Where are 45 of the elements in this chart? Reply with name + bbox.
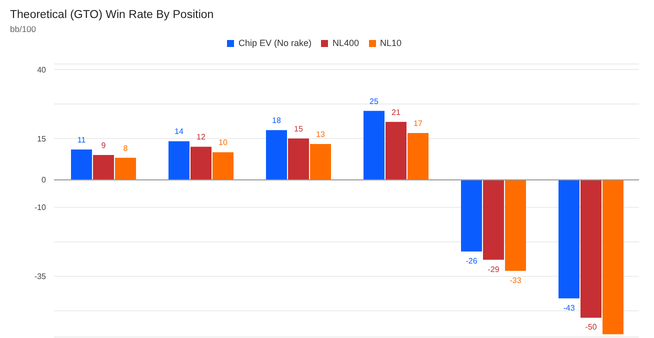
bar: [93, 155, 114, 180]
bar: [364, 110, 384, 180]
data-label: 21: [392, 108, 401, 117]
bar: [408, 132, 428, 180]
bar: [602, 180, 624, 334]
y-tick-label: -10: [34, 203, 47, 212]
y-tick-label: 15: [37, 134, 47, 144]
data-label: 15: [294, 124, 304, 134]
bar: [71, 149, 92, 180]
data-label: 25: [370, 96, 379, 106]
data-label: 14: [174, 127, 184, 136]
legend-label: NL10: [380, 38, 402, 48]
data-label: -43: [563, 303, 576, 312]
bar: [266, 130, 287, 180]
legend-label: Chip EV (No rake): [238, 38, 312, 48]
bar: [505, 180, 526, 271]
bar: [558, 180, 580, 298]
data-label: 17: [414, 118, 423, 128]
legend-label: NL400: [332, 38, 360, 48]
data-label: 10: [218, 138, 228, 148]
bar: [310, 144, 331, 180]
data-label: 12: [196, 132, 206, 142]
bar: [168, 141, 190, 180]
bar: [483, 180, 504, 260]
bar: [212, 152, 234, 180]
y-tick-label: 0: [42, 176, 47, 185]
data-label: 9: [101, 141, 106, 150]
data-label: -50: [585, 322, 598, 332]
bar: [386, 122, 406, 180]
bar: [288, 138, 309, 180]
data-label: -29: [488, 264, 500, 274]
bar: [580, 180, 602, 318]
data-label: -26: [466, 256, 478, 266]
data-label: -33: [510, 276, 522, 285]
bar: [115, 158, 136, 180]
chart-subtitle: bb/100: [10, 24, 36, 34]
bar: [190, 146, 212, 180]
data-label: 8: [123, 144, 128, 153]
y-tick-label: -35: [34, 272, 47, 282]
bar: [461, 180, 482, 252]
data-label: 13: [316, 130, 326, 139]
data-label: 11: [77, 135, 86, 144]
data-label: 18: [272, 116, 282, 126]
chart-title: Theoretical (GTO) Win Rate By Position: [10, 9, 214, 21]
y-tick-label: 40: [37, 65, 47, 74]
